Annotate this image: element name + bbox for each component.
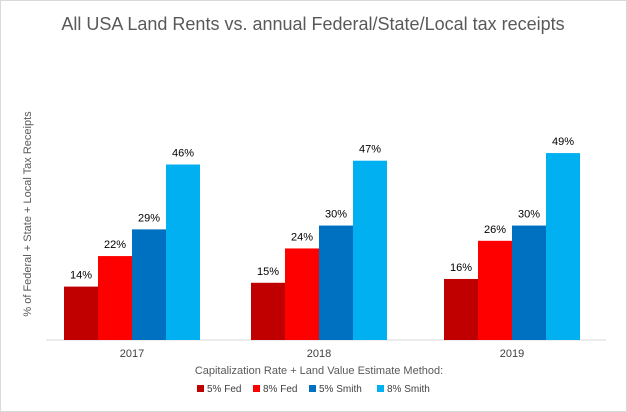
legend-swatch — [377, 385, 384, 392]
x-tick-label: 2019 — [500, 348, 524, 360]
bar-2018-8-fed — [285, 248, 319, 340]
bar-2017-5-fed — [64, 286, 98, 340]
bar-2017-5-smith — [132, 229, 166, 340]
legend: 5% Fed 8% Fed 5% Smith 8% Smith — [197, 384, 430, 395]
bar-2019-5-fed — [444, 278, 478, 340]
legend-swatch — [309, 385, 316, 392]
legend-label: 8% Smith — [387, 384, 430, 395]
data-label: 16% — [450, 262, 472, 274]
legend-swatch — [253, 385, 260, 392]
data-label: 30% — [518, 209, 540, 221]
bar-2019-8-fed — [478, 240, 512, 340]
x-tick-label: 2017 — [120, 348, 144, 360]
data-label: 26% — [484, 224, 506, 236]
bar-2017-8-fed — [98, 256, 132, 340]
data-label: 30% — [325, 209, 347, 221]
x-tick-labels: 2017 2018 2019 — [120, 348, 524, 360]
data-label: 14% — [70, 270, 92, 282]
legend-label: 8% Fed — [263, 384, 297, 395]
chart-title: All USA Land Rents vs. annual Federal/St… — [61, 14, 564, 34]
bar-2018-5-fed — [251, 282, 285, 340]
y-axis-label: % of Federal + State + Local Tax Receipt… — [22, 111, 34, 317]
legend-label: 5% Smith — [319, 384, 362, 395]
legend-swatch — [197, 385, 204, 392]
x-tick-label: 2018 — [307, 348, 331, 360]
data-label: 29% — [138, 212, 160, 224]
bar-2017-8-smith — [166, 164, 200, 340]
legend-label: 5% Fed — [207, 384, 241, 395]
data-label: 15% — [257, 266, 279, 278]
data-label: 46% — [172, 148, 194, 160]
data-label: 47% — [359, 144, 381, 156]
data-label: 49% — [552, 136, 574, 148]
bars-group: 14% 22% 29% 46% 15% 24% 30% 47% 16% 26% 30% 49% — [64, 136, 580, 340]
bar-2019-8-smith — [546, 153, 580, 340]
bar-2019-5-smith — [512, 225, 546, 340]
bar-2018-8-smith — [353, 160, 387, 340]
x-axis-label: Capitalization Rate + Land Value Estimat… — [195, 365, 443, 377]
data-label: 22% — [104, 239, 126, 251]
bar-2018-5-smith — [319, 225, 353, 340]
data-label: 24% — [291, 231, 313, 243]
